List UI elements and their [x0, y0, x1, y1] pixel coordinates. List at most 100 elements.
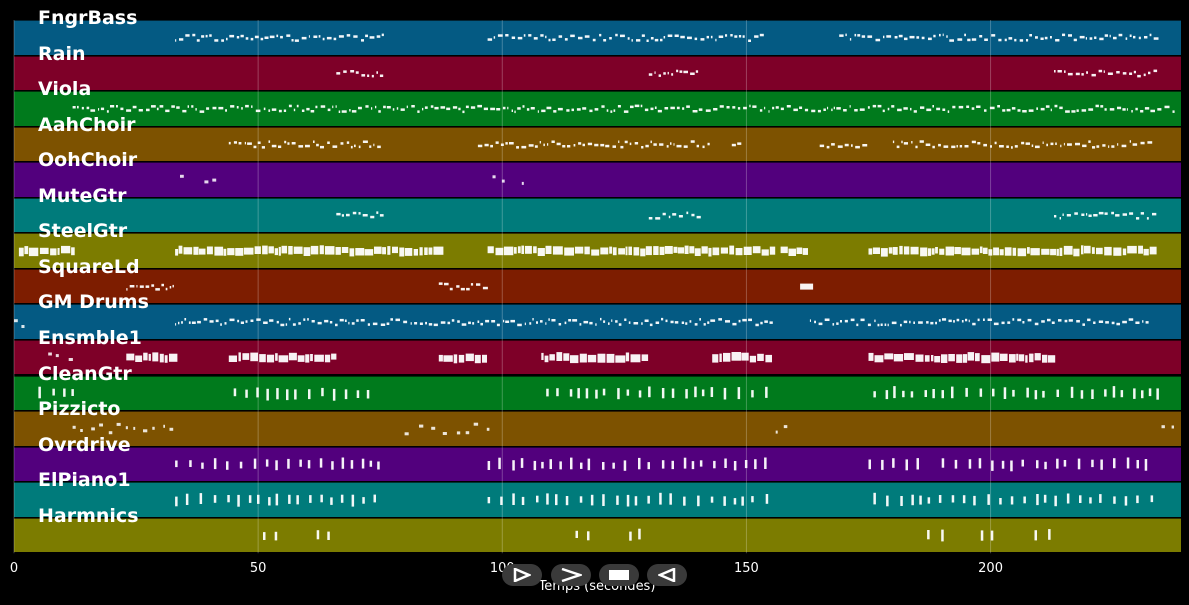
track-row[interactable] — [14, 197, 1181, 233]
note — [466, 287, 470, 291]
note — [568, 319, 572, 322]
note — [1081, 213, 1085, 216]
track-row[interactable] — [14, 482, 1181, 517]
note — [352, 211, 357, 215]
note — [309, 495, 312, 503]
note — [143, 352, 148, 361]
note — [212, 178, 217, 182]
note — [612, 145, 616, 148]
note — [371, 107, 373, 110]
note — [783, 425, 788, 429]
note — [692, 110, 698, 113]
note — [1034, 322, 1039, 326]
note — [143, 429, 148, 433]
note — [241, 107, 243, 110]
rewind-button[interactable] — [647, 564, 687, 586]
note — [630, 105, 634, 109]
note — [233, 388, 237, 397]
note — [440, 321, 446, 324]
note — [735, 248, 743, 256]
note — [587, 531, 590, 541]
note — [817, 109, 821, 113]
note — [551, 319, 556, 322]
note — [966, 105, 970, 108]
note — [601, 105, 605, 108]
note — [350, 70, 355, 73]
note — [148, 353, 151, 361]
note — [487, 38, 493, 41]
note — [1109, 34, 1111, 38]
note — [1031, 144, 1034, 147]
note — [911, 141, 913, 144]
note — [975, 353, 980, 362]
track-row[interactable] — [14, 55, 1181, 91]
note — [1047, 318, 1051, 322]
note — [480, 322, 483, 326]
track-row[interactable] — [14, 20, 1181, 55]
note — [557, 107, 563, 111]
note — [648, 73, 653, 76]
note — [1149, 33, 1152, 37]
note — [1021, 459, 1024, 467]
note — [757, 353, 764, 361]
note — [699, 460, 703, 467]
note — [378, 110, 381, 113]
note — [1117, 143, 1119, 146]
note — [447, 321, 451, 325]
track-row[interactable] — [14, 411, 1181, 446]
note — [971, 38, 977, 41]
note — [247, 142, 252, 145]
note — [346, 213, 350, 217]
note — [383, 105, 386, 109]
note — [165, 287, 168, 291]
note — [502, 106, 506, 110]
note — [988, 249, 993, 256]
note — [1041, 320, 1045, 323]
note — [1002, 109, 1006, 112]
note — [39, 247, 49, 254]
note — [184, 318, 187, 321]
note — [155, 288, 160, 291]
note — [354, 144, 356, 148]
track-row[interactable] — [14, 268, 1181, 304]
note — [169, 427, 174, 431]
note — [897, 108, 902, 112]
note — [843, 109, 847, 112]
track-row[interactable] — [14, 517, 1181, 553]
note — [700, 38, 705, 41]
note — [351, 322, 355, 325]
note — [442, 432, 447, 435]
note — [749, 104, 751, 108]
note — [888, 247, 893, 254]
note — [278, 145, 282, 148]
note — [873, 492, 876, 505]
track-row[interactable] — [14, 162, 1181, 197]
note — [327, 141, 330, 144]
track-row[interactable] — [14, 446, 1181, 482]
track-row[interactable] — [14, 304, 1181, 339]
note — [369, 460, 373, 467]
note — [419, 247, 423, 256]
note — [175, 249, 179, 256]
note — [1091, 459, 1094, 468]
note — [670, 142, 672, 145]
note — [48, 352, 52, 356]
note — [809, 319, 811, 322]
note — [780, 246, 788, 254]
play-forward-button[interactable] — [502, 564, 542, 586]
note — [951, 145, 956, 149]
next-button[interactable] — [551, 564, 591, 586]
stop-button[interactable] — [599, 564, 639, 586]
note — [695, 70, 699, 73]
note — [286, 389, 289, 401]
note — [576, 108, 581, 111]
note — [689, 246, 695, 254]
note — [413, 249, 418, 256]
note — [120, 107, 124, 111]
note — [288, 317, 291, 321]
note — [331, 353, 337, 360]
note — [348, 321, 350, 325]
note — [199, 110, 205, 113]
note — [665, 319, 668, 323]
note — [648, 217, 653, 220]
